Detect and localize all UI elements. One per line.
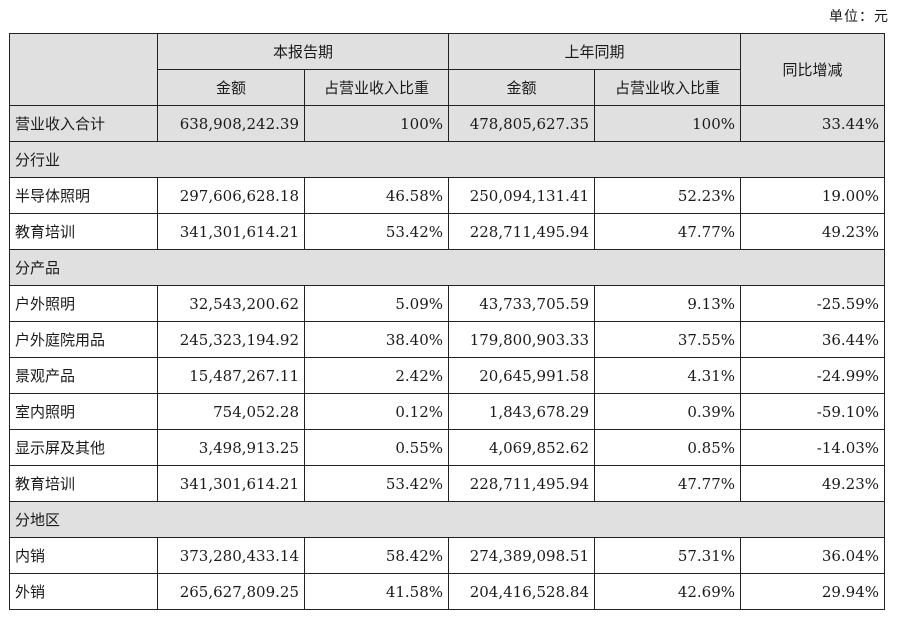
- section-row-region: 分地区: [8, 501, 886, 538]
- table-row: 外销 265,627,809.25 41.58% 204,416,528.84 …: [9, 573, 886, 610]
- current-amount-cell: 297,606,628.18: [157, 177, 305, 214]
- prior-amount-cell: 228,711,495.94: [448, 465, 596, 502]
- table-row: 半导体照明 297,606,628.18 46.58% 250,094,131.…: [9, 177, 886, 214]
- current-amount-cell: 638,908,242.39: [157, 105, 305, 142]
- current-share-cell: 58.42%: [303, 537, 450, 574]
- prior-amount-cell: 228,711,495.94: [448, 213, 596, 250]
- current-amount-cell: 3,498,913.25: [157, 429, 305, 466]
- table-row: 教育培训 341,301,614.21 53.42% 228,711,495.9…: [9, 213, 886, 250]
- current-amount-cell: 341,301,614.21: [157, 465, 305, 502]
- header-yoy-change: 同比增减: [740, 33, 886, 106]
- prior-amount-cell: 4,069,852.62: [448, 429, 596, 466]
- prior-share-cell: 42.69%: [594, 573, 742, 610]
- current-share-cell: 38.40%: [303, 321, 450, 358]
- header-row-2: 金额 占营业收入比重 金额 占营业收入比重: [10, 69, 885, 106]
- yoy-cell: 49.23%: [740, 213, 886, 250]
- yoy-cell: 19.00%: [740, 177, 886, 214]
- current-share-cell: 0.55%: [303, 429, 450, 466]
- header-prior-period: 上年同期: [448, 33, 742, 70]
- yoy-cell: 36.04%: [740, 537, 886, 574]
- prior-share-cell: 52.23%: [594, 177, 742, 214]
- table-row: 内销 373,280,433.14 58.42% 274,389,098.51 …: [9, 537, 886, 574]
- prior-share-cell: 0.39%: [594, 393, 742, 430]
- current-share-cell: 53.42%: [303, 465, 450, 502]
- current-share-cell: 2.42%: [303, 357, 450, 394]
- current-amount-cell: 754,052.28: [157, 393, 305, 430]
- yoy-cell: -25.59%: [740, 285, 886, 322]
- row-label: 户外庭院用品: [9, 321, 158, 358]
- prior-amount-cell: 179,800,903.33: [448, 321, 596, 358]
- prior-share-cell: 0.85%: [594, 429, 742, 466]
- prior-share-cell: 37.55%: [594, 321, 742, 358]
- yoy-cell: 29.94%: [740, 573, 886, 610]
- prior-amount-cell: 204,416,528.84: [448, 573, 596, 610]
- revenue-composition-table: 本报告期 上年同期 同比增减 金额 占营业收入比重 金额 占营业收入比重 营业收…: [8, 33, 886, 610]
- yoy-cell: -59.10%: [740, 393, 886, 430]
- row-label: 半导体照明: [9, 177, 158, 214]
- header-prior-amount: 金额: [448, 69, 596, 106]
- current-share-cell: 46.58%: [303, 177, 450, 214]
- prior-share-cell: 47.77%: [594, 213, 742, 250]
- prior-amount-cell: 274,389,098.51: [448, 537, 596, 574]
- section-title: 分行业: [8, 141, 886, 178]
- table-row: 景观产品 15,487,267.11 2.42% 20,645,991.58 4…: [9, 357, 886, 394]
- current-amount-cell: 245,323,194.92: [157, 321, 305, 358]
- table-row: 户外照明 32,543,200.62 5.09% 43,733,705.59 9…: [9, 285, 886, 322]
- prior-amount-cell: 20,645,991.58: [448, 357, 596, 394]
- header-current-amount: 金额: [157, 69, 305, 106]
- row-label: 外销: [9, 573, 158, 610]
- current-amount-cell: 15,487,267.11: [157, 357, 305, 394]
- row-label: 营业收入合计: [9, 105, 158, 142]
- section-title: 分产品: [8, 249, 886, 286]
- table-row: 教育培训 341,301,614.21 53.42% 228,711,495.9…: [9, 465, 886, 502]
- current-share-cell: 41.58%: [303, 573, 450, 610]
- row-label: 景观产品: [9, 357, 158, 394]
- current-share-cell: 5.09%: [303, 285, 450, 322]
- table-row: 室内照明 754,052.28 0.12% 1,843,678.29 0.39%…: [9, 393, 886, 430]
- prior-share-cell: 57.31%: [594, 537, 742, 574]
- row-label: 教育培训: [9, 465, 158, 502]
- yoy-cell: -24.99%: [740, 357, 886, 394]
- header-row-1: 本报告期 上年同期 同比增减: [9, 33, 886, 106]
- prior-amount-cell: 250,094,131.41: [448, 177, 596, 214]
- table-row: 户外庭院用品 245,323,194.92 38.40% 179,800,903…: [9, 321, 886, 358]
- current-amount-cell: 341,301,614.21: [157, 213, 305, 250]
- prior-amount-cell: 1,843,678.29: [448, 393, 596, 430]
- yoy-cell: -14.03%: [740, 429, 886, 466]
- row-label: 内销: [9, 537, 158, 574]
- table-row: 显示屏及其他 3,498,913.25 0.55% 4,069,852.62 0…: [9, 429, 886, 466]
- header-prior-share: 占营业收入比重: [594, 69, 742, 106]
- current-share-cell: 0.12%: [303, 393, 450, 430]
- row-label: 显示屏及其他: [9, 429, 158, 466]
- row-label: 教育培训: [9, 213, 158, 250]
- section-row-industry: 分行业: [8, 141, 886, 178]
- row-label: 室内照明: [9, 393, 158, 430]
- yoy-cell: 33.44%: [740, 105, 886, 142]
- section-row-product: 分产品: [8, 249, 886, 286]
- current-amount-cell: 32,543,200.62: [157, 285, 305, 322]
- section-title: 分地区: [8, 501, 886, 538]
- header-corner-cell: [9, 33, 158, 106]
- current-share-cell: 53.42%: [303, 213, 450, 250]
- current-amount-cell: 373,280,433.14: [157, 537, 305, 574]
- row-label: 户外照明: [9, 285, 158, 322]
- header-current-period: 本报告期: [156, 33, 450, 70]
- current-amount-cell: 265,627,809.25: [157, 573, 305, 610]
- header-current-share: 占营业收入比重: [303, 69, 450, 106]
- prior-share-cell: 47.77%: [594, 465, 742, 502]
- current-share-cell: 100%: [303, 105, 450, 142]
- prior-share-cell: 4.31%: [594, 357, 742, 394]
- prior-share-cell: 100%: [594, 105, 742, 142]
- total-row: 营业收入合计 638,908,242.39 100% 478,805,627.3…: [9, 105, 886, 142]
- unit-label: 单位：元: [829, 9, 889, 25]
- prior-amount-cell: 43,733,705.59: [448, 285, 596, 322]
- prior-share-cell: 9.13%: [594, 285, 742, 322]
- yoy-cell: 36.44%: [740, 321, 886, 358]
- prior-amount-cell: 478,805,627.35: [448, 105, 596, 142]
- yoy-cell: 49.23%: [740, 465, 886, 502]
